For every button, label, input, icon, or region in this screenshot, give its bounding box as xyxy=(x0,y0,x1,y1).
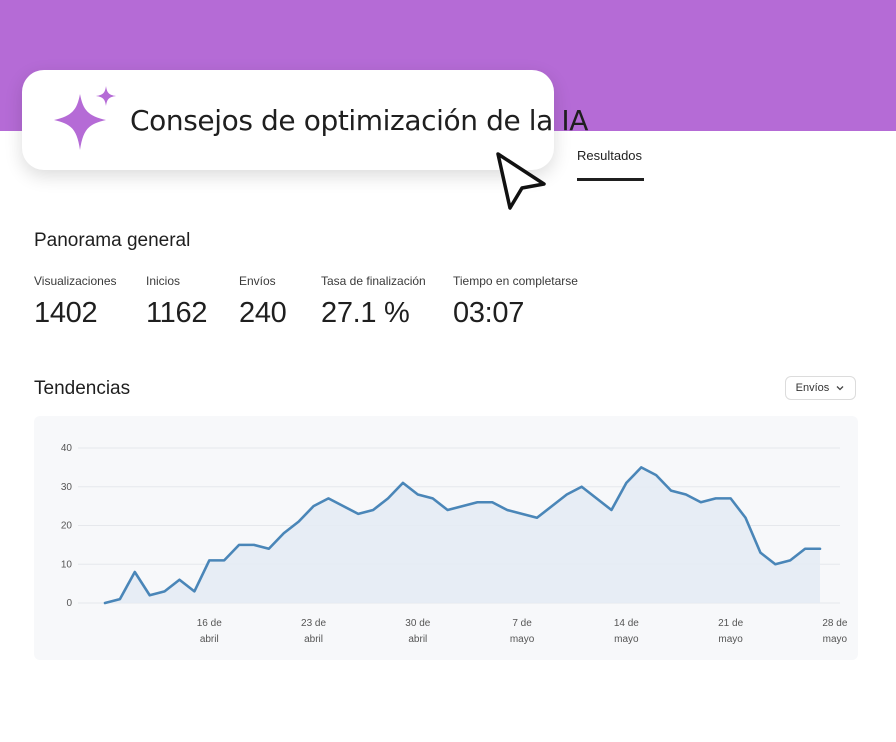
metric-label: Tiempo en completarse xyxy=(453,274,578,288)
y-tick-label: 40 xyxy=(61,443,73,454)
x-tick-label: 28 de xyxy=(822,618,847,629)
x-tick-label: abril xyxy=(200,634,219,645)
metric-completion-rate: Tasa de finalización 27.1 % xyxy=(321,274,426,330)
metric-value: 1162 xyxy=(146,297,208,329)
x-tick-label: 30 de xyxy=(405,618,430,629)
x-tick-label: 7 de xyxy=(512,618,532,629)
metric-views: Visualizaciones 1402 xyxy=(34,274,117,330)
trends-chart: 0 10 20 30 40 16 de abril 23 de abril 30 de abril 7… xyxy=(34,416,858,660)
metric-value: 240 xyxy=(239,297,287,329)
x-tick-label: 14 de xyxy=(614,618,639,629)
x-tick-label: 16 de xyxy=(197,618,222,629)
overview-title: Panorama general xyxy=(34,230,191,251)
metric-value: 27.1 % xyxy=(321,297,410,329)
metric-label: Inicios xyxy=(146,274,181,288)
metric-value: 03:07 xyxy=(453,297,525,329)
trends-chart-svg: 0 10 20 30 40 16 de abril 23 de abril 30 de abril 7… xyxy=(61,443,848,645)
x-tick-label: 21 de xyxy=(718,618,743,629)
metric-label: Envíos xyxy=(239,274,276,288)
sparkle-icon xyxy=(54,86,116,150)
x-tick-label: mayo xyxy=(823,634,848,645)
x-tick-label: mayo xyxy=(718,634,743,645)
x-tick-label: abril xyxy=(408,634,427,645)
y-tick-label: 10 xyxy=(61,559,73,570)
metric-dropdown[interactable]: Envíos xyxy=(785,376,856,400)
metric-submissions: Envíos 240 xyxy=(239,274,287,330)
trends-title: Tendencias xyxy=(34,378,131,399)
tab-results[interactable]: Resultados xyxy=(577,148,644,181)
cursor-arrow-icon xyxy=(496,152,546,210)
ai-optimization-card[interactable]: Consejos de optimización de la IA xyxy=(22,70,588,170)
y-tick-label: 30 xyxy=(61,482,73,493)
metric-starts: Inicios 1162 xyxy=(146,274,207,330)
chevron-down-icon xyxy=(836,386,844,391)
y-tick-label: 0 xyxy=(66,598,72,609)
dropdown-selected-value: Envíos xyxy=(795,382,830,394)
x-tick-label: mayo xyxy=(614,634,639,645)
metric-completion-time: Tiempo en completarse 03:07 xyxy=(453,274,578,330)
x-tick-label: mayo xyxy=(510,634,535,645)
y-tick-label: 20 xyxy=(61,521,73,532)
metric-label: Visualizaciones xyxy=(34,274,117,288)
x-tick-label: abril xyxy=(304,634,323,645)
ai-card-title: Consejos de optimización de la IA xyxy=(130,104,589,137)
metric-value: 1402 xyxy=(34,297,98,329)
metric-label: Tasa de finalización xyxy=(321,274,426,288)
x-tick-label: 23 de xyxy=(301,618,326,629)
series-area xyxy=(105,467,820,603)
